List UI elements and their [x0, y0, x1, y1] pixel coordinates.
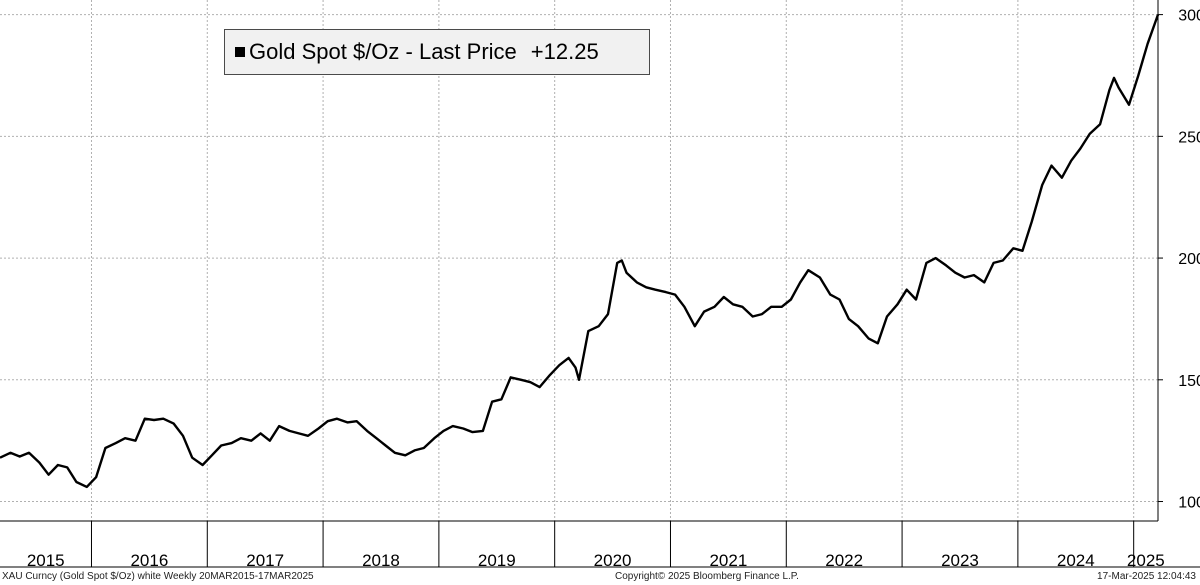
y-tick-label: 3000	[1178, 8, 1200, 25]
series-layer	[0, 14, 1160, 489]
y-tick-label: 2500	[1178, 129, 1200, 146]
x-tick-label: 2022	[825, 551, 863, 570]
x-tick-label: 2017	[246, 551, 284, 570]
y-tick-label: 1500	[1178, 373, 1200, 390]
x-tick-label: 2025	[1127, 551, 1165, 570]
legend: Gold Spot $/Oz - Last Price +12.25	[224, 29, 650, 75]
y-tick-label: 2000	[1178, 251, 1200, 268]
grid-lines	[0, 0, 1158, 521]
x-tick-label: 2020	[594, 551, 632, 570]
x-tick-label: 2023	[941, 551, 979, 570]
x-tick-label: 2018	[362, 551, 400, 570]
legend-marker-icon	[235, 47, 245, 57]
series-line	[0, 14, 1160, 489]
footer-copyright: Copyright© 2025 Bloomberg Finance L.P.	[615, 571, 799, 582]
footer-source: XAU Curncy (Gold Spot $/Oz) white Weekly…	[2, 571, 314, 582]
footer-timestamp: 17-Mar-2025 12:04:43	[1097, 571, 1196, 582]
y-tick-label: 1000	[1178, 495, 1200, 512]
x-tick-label: 2024	[1057, 551, 1095, 570]
legend-change: +12.25	[530, 39, 599, 64]
x-tick-label: 2019	[478, 551, 516, 570]
axes: 1000 1500 2000 2500 3000 2015 2016 2017 2018 2019…	[0, 0, 1200, 570]
legend-label: Gold Spot $/Oz - Last Price	[249, 39, 517, 64]
x-tick-label: 2021	[709, 551, 747, 570]
x-tick-label: 2016	[130, 551, 168, 570]
x-tick-label: 2015	[27, 551, 65, 570]
